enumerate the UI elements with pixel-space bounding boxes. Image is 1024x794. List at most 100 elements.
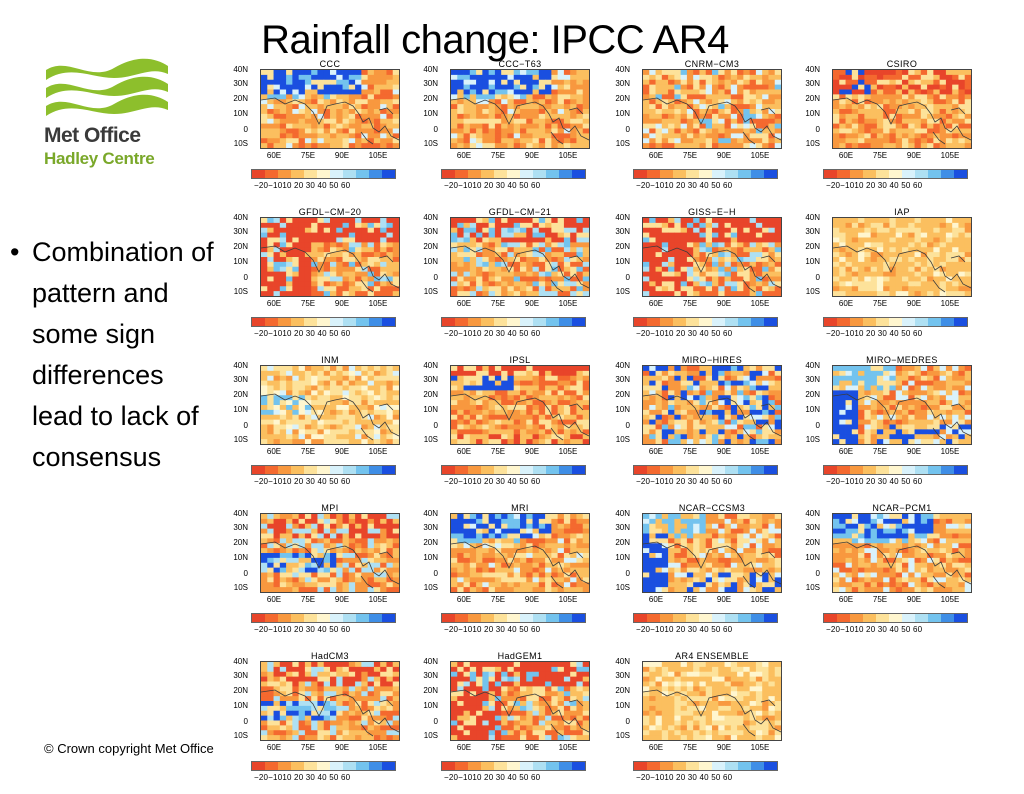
- x-axis-label: 90E: [711, 595, 737, 604]
- y-axis-label: 10S: [414, 583, 438, 592]
- copyright-notice: © Crown copyright Met Office: [44, 741, 214, 756]
- x-axis-label: 75E: [677, 595, 703, 604]
- y-axis-label: 10S: [606, 435, 630, 444]
- colorbar-swatch: [572, 614, 585, 622]
- colorbar: [633, 169, 778, 179]
- colorbar-swatch: [941, 614, 954, 622]
- colorbar-swatch: [686, 170, 699, 178]
- y-axis-label: 40N: [606, 657, 630, 666]
- colorbar-swatch: [915, 614, 928, 622]
- colorbar-swatch: [468, 762, 481, 770]
- panel-title: GFDL−CM−20: [260, 207, 400, 217]
- y-axis-label: 10S: [414, 287, 438, 296]
- colorbar-swatch: [634, 762, 647, 770]
- panel-title: CSIRO: [832, 59, 972, 69]
- y-axis-label: 10N: [224, 701, 248, 710]
- y-axis-label: 10S: [796, 287, 820, 296]
- colorbar-swatch: [546, 318, 559, 326]
- colorbar-swatch: [494, 170, 507, 178]
- panel-title: MRI: [450, 503, 590, 513]
- rainfall-map: [832, 69, 972, 149]
- y-axis-label: 0: [414, 273, 438, 282]
- x-axis-label: 60E: [261, 151, 287, 160]
- y-axis-label: 30N: [414, 79, 438, 88]
- x-axis-label: 90E: [519, 743, 545, 752]
- y-axis-label: 10S: [796, 435, 820, 444]
- rainfall-map: [832, 217, 972, 297]
- colorbar-swatch: [876, 318, 889, 326]
- colorbar-swatch: [546, 170, 559, 178]
- x-axis-label: 90E: [519, 299, 545, 308]
- y-axis-label: 40N: [606, 361, 630, 370]
- colorbar-swatch: [304, 318, 317, 326]
- y-axis-label: 0: [224, 421, 248, 430]
- x-axis-label: 90E: [711, 299, 737, 308]
- colorbar-swatch: [330, 762, 343, 770]
- rainfall-map: [450, 365, 590, 445]
- y-axis-label: 10N: [224, 109, 248, 118]
- x-axis-label: 60E: [643, 151, 669, 160]
- x-axis-label: 75E: [295, 595, 321, 604]
- y-axis-label: 0: [606, 273, 630, 282]
- colorbar-swatch: [481, 614, 494, 622]
- y-axis-label: 30N: [224, 671, 248, 680]
- y-axis-label: 10N: [606, 257, 630, 266]
- colorbar-tick-labels: −20−1010 20 30 40 50 60: [444, 625, 540, 634]
- y-axis-label: 40N: [414, 213, 438, 222]
- colorbar-swatch: [954, 466, 967, 474]
- x-axis-label: 75E: [677, 299, 703, 308]
- colorbar-swatch: [889, 466, 902, 474]
- x-axis-label: 90E: [901, 151, 927, 160]
- panel-title: CCC−T63: [450, 59, 590, 69]
- y-axis-label: 0: [414, 421, 438, 430]
- colorbar-swatch: [317, 318, 330, 326]
- rainfall-map: [260, 661, 400, 741]
- colorbar-swatch: [468, 466, 481, 474]
- y-axis-label: 20N: [796, 242, 820, 251]
- y-axis-label: 30N: [414, 523, 438, 532]
- x-axis-label: 60E: [261, 447, 287, 456]
- colorbar-swatch: [520, 170, 533, 178]
- colorbar: [823, 613, 968, 623]
- colorbar: [823, 317, 968, 327]
- colorbar-swatch: [252, 318, 265, 326]
- y-axis-label: 10S: [224, 287, 248, 296]
- colorbar-tick-labels: −20−1010 20 30 40 50 60: [636, 181, 732, 190]
- x-axis-label: 60E: [451, 151, 477, 160]
- colorbar-swatch: [304, 466, 317, 474]
- x-axis-label: 75E: [295, 151, 321, 160]
- colorbar-swatch: [572, 318, 585, 326]
- logo-subtitle: Hadley Centre: [44, 149, 154, 169]
- colorbar-swatch: [382, 170, 395, 178]
- colorbar-swatch: [738, 318, 751, 326]
- y-axis-label: 10N: [796, 553, 820, 562]
- y-axis-label: 10S: [224, 139, 248, 148]
- y-axis-label: 40N: [224, 657, 248, 666]
- y-axis-label: 30N: [606, 671, 630, 680]
- colorbar-swatch: [481, 318, 494, 326]
- colorbar-swatch: [725, 466, 738, 474]
- colorbar-swatch: [764, 170, 777, 178]
- colorbar-swatch: [546, 614, 559, 622]
- x-axis-label: 75E: [295, 743, 321, 752]
- colorbar-swatch: [252, 614, 265, 622]
- colorbar-swatch: [699, 762, 712, 770]
- colorbar-swatch: [382, 614, 395, 622]
- x-axis-label: 105E: [555, 151, 581, 160]
- colorbar-swatch: [660, 614, 673, 622]
- colorbar-swatch: [356, 762, 369, 770]
- y-axis-label: 10S: [414, 731, 438, 740]
- colorbar-swatch: [265, 318, 278, 326]
- colorbar-swatch: [647, 614, 660, 622]
- x-axis-label: 105E: [365, 447, 391, 456]
- y-axis-label: 0: [606, 717, 630, 726]
- colorbar: [251, 761, 396, 771]
- y-axis-label: 20N: [414, 686, 438, 695]
- colorbar-swatch: [369, 318, 382, 326]
- x-axis-label: 60E: [261, 743, 287, 752]
- colorbar-swatch: [317, 466, 330, 474]
